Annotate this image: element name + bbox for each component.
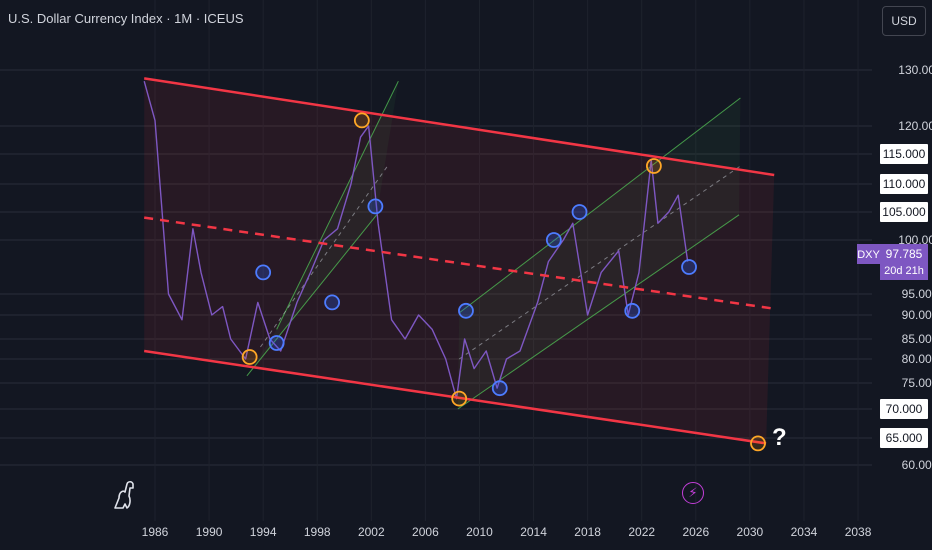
y-tick-label: 80.000 <box>902 352 932 366</box>
touch-marker-orange <box>645 158 662 174</box>
touch-marker-orange <box>353 112 370 129</box>
touch-marker-blue <box>458 302 474 319</box>
touch-marker-blue <box>324 294 341 311</box>
x-tick-label: 2006 <box>412 525 439 539</box>
price-value: 97.785 <box>886 247 923 261</box>
x-tick-label: 2026 <box>682 525 709 539</box>
y-tick-box <box>880 428 928 448</box>
y-tick-label: 95.000 <box>902 287 932 301</box>
x-tick-label: 2022 <box>628 525 655 539</box>
touch-marker-orange <box>451 390 468 407</box>
currency-button[interactable]: USD <box>882 6 926 36</box>
channel-fill <box>144 78 775 444</box>
touch-marker-blue <box>681 259 697 275</box>
y-tick-box <box>880 174 928 194</box>
sub-channel-mid-line <box>260 165 388 348</box>
channel-lower-line <box>144 349 767 445</box>
x-tick-label: 2030 <box>737 525 764 539</box>
x-tick-label: 2014 <box>520 525 547 539</box>
y-tick-label: 90.000 <box>902 308 932 322</box>
y-tick-label: 85.000 <box>902 332 932 346</box>
chart-title: U.S. Dollar Currency Index · 1M · ICEUS <box>8 11 244 26</box>
touch-marker-blue <box>268 335 285 351</box>
y-tick-label: 75.000 <box>902 376 932 390</box>
x-tick-label: 1994 <box>250 525 277 539</box>
y-tick-label-boxed: 105.000 <box>882 205 926 219</box>
x-tick-label: 2018 <box>574 525 601 539</box>
y-tick-box <box>880 144 928 164</box>
touch-marker-blue <box>367 198 384 215</box>
channel-mid-line <box>144 216 775 310</box>
y-tick-label: 60.000 <box>902 458 932 472</box>
sub-channel-fill <box>457 98 741 409</box>
y-tick-label: 100.000 <box>898 233 932 247</box>
dino-logo-icon <box>111 476 141 515</box>
price-symbol: DXY <box>857 249 880 261</box>
x-tick-label: 2002 <box>358 525 385 539</box>
sub-channel-lower-line <box>457 214 740 410</box>
x-tick-label: 2010 <box>466 525 493 539</box>
touch-marker-blue <box>624 302 641 319</box>
y-tick-box <box>880 202 928 222</box>
price-symbol-box <box>857 244 880 264</box>
question-mark-annotation: ? <box>772 424 787 451</box>
x-tick-label: 1998 <box>304 525 331 539</box>
touch-marker-blue <box>545 232 562 248</box>
y-tick-label-boxed: 110.000 <box>883 177 926 191</box>
sub-channel-lower-line <box>246 214 378 377</box>
y-tick-label-boxed: 65.000 <box>886 431 923 445</box>
y-tick-label-boxed: 70.000 <box>886 402 923 416</box>
touch-marker-orange <box>241 349 258 365</box>
y-tick-label: 120.000 <box>898 119 932 133</box>
price-countdown: 20d 21h <box>884 265 924 277</box>
y-tick-box <box>880 399 928 419</box>
touch-marker-blue <box>255 264 272 281</box>
y-tick-label-boxed: 115.000 <box>883 147 926 161</box>
x-tick-label: 2034 <box>791 525 818 539</box>
x-tick-label: 1986 <box>142 525 169 539</box>
touch-marker-blue <box>491 380 508 397</box>
sub-channel-mid-line <box>458 165 741 360</box>
y-tick-label: 130.000 <box>898 63 932 77</box>
x-tick-label: 1990 <box>196 525 223 539</box>
channel-upper-line <box>143 77 775 177</box>
price-value-box <box>880 244 928 280</box>
sub-channel-upper-line <box>458 97 741 314</box>
price-series-line <box>143 81 689 400</box>
touch-marker-blue <box>571 204 588 220</box>
lightning-bolt-icon[interactable]: ⚡ <box>682 482 704 504</box>
x-tick-label: 2038 <box>845 525 872 539</box>
sub-channel-upper-line <box>276 80 399 330</box>
touch-marker-orange <box>750 435 766 452</box>
